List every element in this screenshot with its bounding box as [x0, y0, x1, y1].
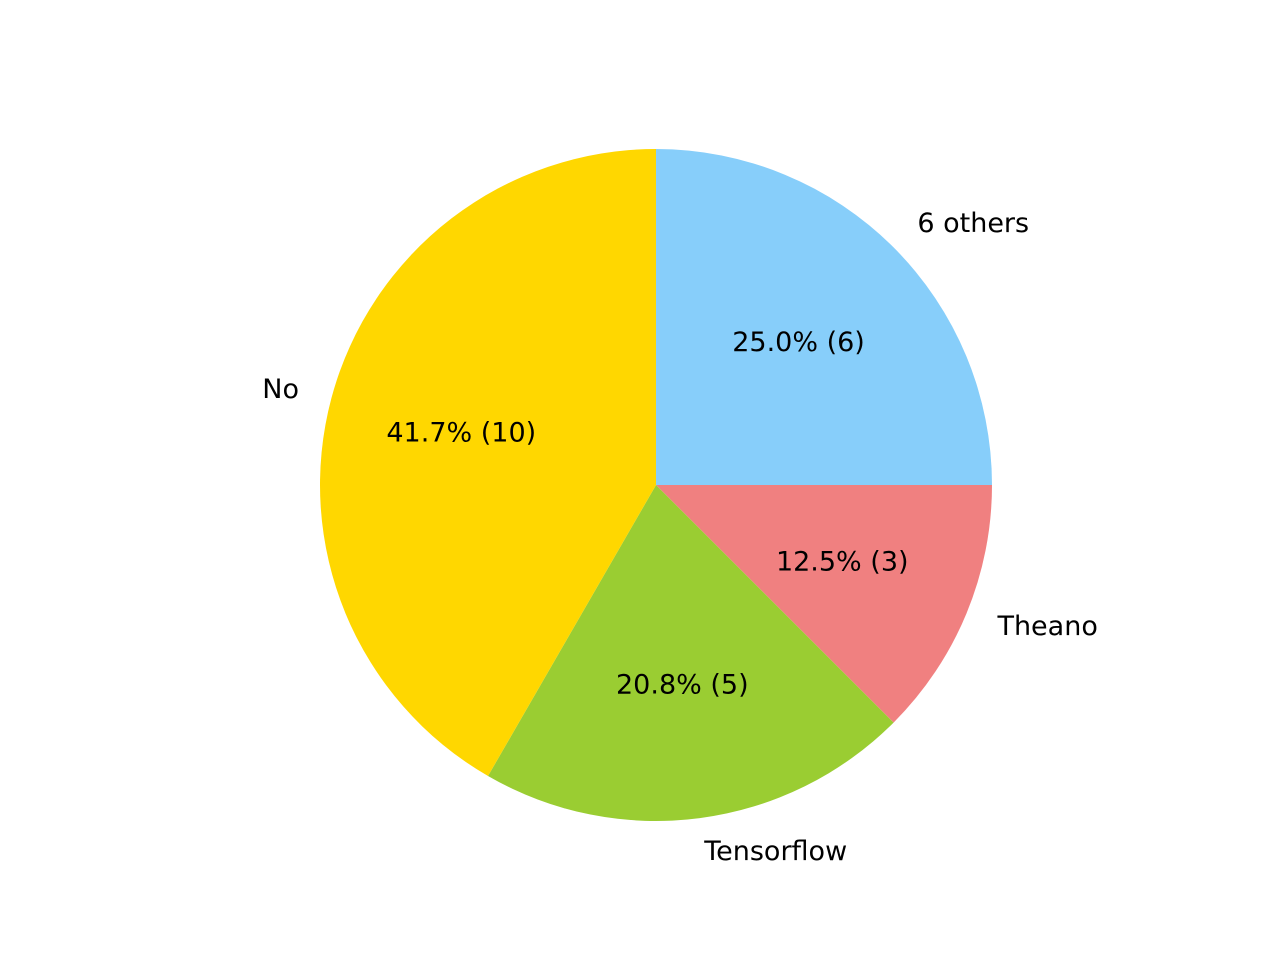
pie-category-label-theano: Theano: [996, 611, 1097, 642]
slices-layer: [320, 149, 992, 822]
pie-percent-label-no: 41.7% (10): [386, 417, 536, 448]
pie-percent-label-tensorflow: 20.8% (5): [616, 669, 749, 700]
pie-percent-label-6-others: 25.0% (6): [732, 327, 865, 358]
pie-category-label-no: No: [262, 374, 299, 405]
pie-slice-tensorflow: [488, 485, 894, 822]
pie-slice-6-others: [656, 149, 992, 485]
pie-slice-theano: [656, 485, 992, 723]
pie-category-label-tensorflow: Tensorflow: [703, 836, 847, 867]
pie-slice-no: [320, 149, 656, 776]
pie-category-label-6-others: 6 others: [917, 208, 1029, 239]
pie-percent-label-theano: 12.5% (3): [776, 547, 909, 578]
labels-layer: 25.0% (6) 6 others 12.5% (3) Theano 20.8% (5…: [262, 208, 1098, 867]
